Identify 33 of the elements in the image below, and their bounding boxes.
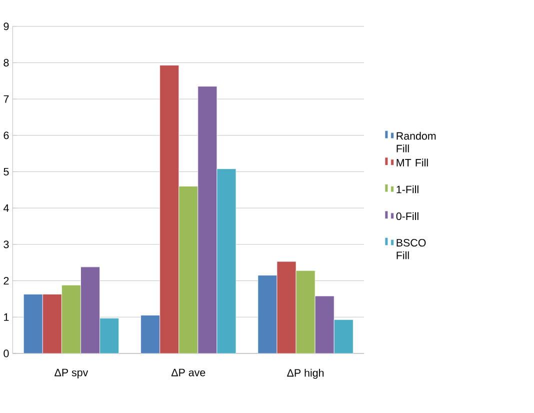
bar	[160, 65, 180, 354]
x-tick-label: ΔP spv	[54, 368, 88, 378]
bar	[334, 319, 354, 354]
bar	[42, 294, 62, 354]
y-tick-label: 9	[4, 22, 9, 30]
bar	[23, 294, 43, 354]
y-tick-label: 7	[4, 95, 9, 103]
bar	[258, 275, 278, 354]
y-tick-label: 1	[4, 313, 9, 321]
y-tick-label: 0	[4, 350, 9, 358]
legend-label: MT Fill	[396, 158, 428, 166]
y-tick-label: 5	[4, 168, 9, 176]
legend-label: 0-Fill	[396, 212, 418, 220]
y-tick-label: 8	[4, 58, 9, 66]
bar	[80, 266, 100, 354]
bar	[100, 318, 120, 354]
bar	[198, 86, 218, 354]
y-tick-label: 6	[4, 132, 9, 140]
bar	[62, 284, 81, 354]
bar	[140, 315, 160, 354]
x-tick-label: ΔP high	[287, 368, 324, 379]
bar	[216, 168, 236, 354]
y-tick-label: 2	[4, 277, 9, 284]
legend-label: BSCO Fill	[396, 238, 426, 260]
bar	[178, 186, 198, 354]
bar	[296, 270, 316, 354]
legend-label: Random Fill	[396, 132, 436, 152]
bar	[314, 296, 334, 354]
y-tick-label: 4	[3, 204, 9, 212]
x-tick-label: ΔP ave	[171, 368, 206, 376]
legend-label: 1-Fill	[396, 185, 418, 194]
bar	[276, 261, 296, 354]
y-tick-label: 3	[4, 240, 9, 248]
